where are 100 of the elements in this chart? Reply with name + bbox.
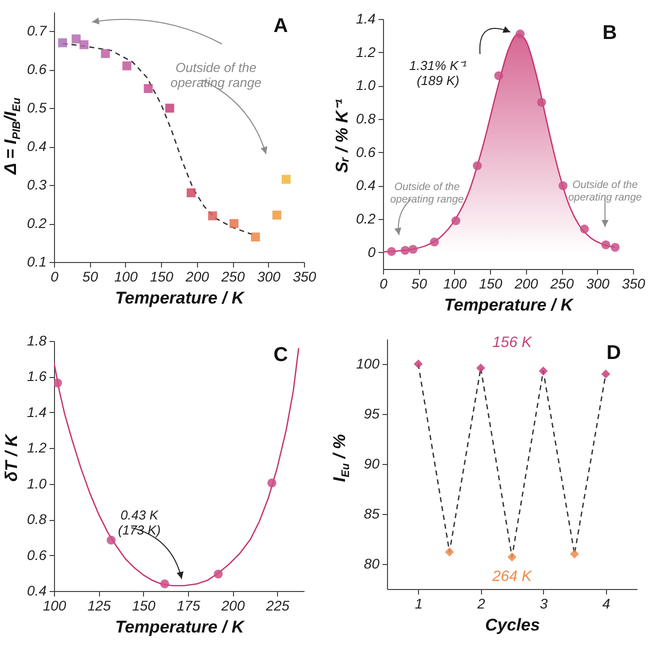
point [476, 364, 486, 372]
y-tick-label: 0.4 [27, 138, 47, 154]
y-tick-label: 80 [364, 556, 380, 572]
x-tick-label: 50 [411, 276, 428, 292]
point [430, 238, 439, 246]
x-tick-label: 200 [514, 276, 538, 292]
chart-title: D [606, 342, 621, 364]
x-tick-label: 250 [220, 268, 245, 284]
point [538, 366, 548, 376]
y-tick-label: 0 [368, 244, 376, 260]
y-tick-label: 0.8 [356, 110, 376, 126]
point [408, 244, 418, 254]
y-tick-label: 100 [356, 356, 380, 372]
x-axis-title: Temperature / K [444, 296, 575, 314]
y-tick-label: 0.8 [27, 511, 47, 528]
y-tick-label: 95 [364, 406, 380, 422]
y-tick-label: 1.0 [356, 77, 376, 94]
point [100, 49, 110, 58]
point [282, 174, 291, 184]
y-tick-label: 0.3 [27, 176, 47, 193]
point [165, 104, 174, 113]
x-tick-label: 150 [132, 598, 156, 614]
point [494, 71, 504, 80]
y-tick-label: 0.7 [27, 22, 48, 39]
x-tick-label: 175 [176, 598, 200, 614]
point [272, 210, 282, 220]
x-tick-label: 200 [184, 268, 210, 284]
x-tick-label: 150 [478, 276, 503, 292]
y-tick-label: 1.4 [356, 10, 376, 26]
y-tick-label: 0.2 [27, 215, 47, 232]
x-tick-label: 350 [622, 276, 646, 292]
chart-title: A [274, 15, 288, 37]
y-axis-title: Sᵣ / % K⁻¹ [332, 98, 352, 174]
y-tick-label: 0.5 [27, 100, 47, 116]
x-tick-label: 350 [292, 268, 316, 284]
y-tick-label: 0.4 [356, 177, 376, 194]
point [516, 30, 525, 38]
x-tick-label: 125 [87, 598, 112, 614]
point [267, 478, 276, 488]
x-tick-label: 300 [257, 268, 281, 284]
y-tick-label: 85 [364, 506, 380, 522]
x-axis-title: Temperature / K [115, 618, 246, 636]
y-tick-label: 0.4 [27, 582, 47, 598]
x-tick-label: 250 [549, 276, 574, 292]
point [106, 536, 116, 545]
annotation: Outside of the operating range [390, 181, 464, 206]
point [186, 188, 196, 198]
chart-title: B [602, 22, 617, 44]
point [537, 98, 546, 107]
point [80, 40, 88, 50]
y-tick-label: 1.6 [27, 368, 47, 384]
y-tick-label: 0.1 [27, 254, 46, 270]
x-tick-label: 100 [443, 276, 467, 292]
point [230, 219, 238, 228]
y-tick-label: 1.8 [27, 332, 47, 348]
x-tick-label: 100 [114, 268, 138, 284]
x-tick-label: 3 [540, 596, 548, 612]
x-tick-label: 50 [82, 268, 98, 284]
point [214, 570, 223, 578]
series-label: 264 K [491, 568, 533, 585]
x-tick-label: 200 [220, 598, 245, 614]
point [400, 246, 410, 255]
point [72, 34, 81, 44]
y-tick-label: 0.6 [27, 61, 47, 78]
x-tick-label: 225 [265, 598, 290, 614]
chart-title: C [274, 344, 288, 366]
x-axis-title: Temperature / K [115, 288, 246, 308]
point [601, 370, 610, 378]
annotation: Outside of the operating range [568, 179, 642, 204]
point [558, 181, 568, 190]
point [445, 548, 454, 556]
point [508, 552, 516, 562]
point [144, 84, 153, 94]
y-tick-label: 0.6 [27, 546, 47, 563]
y-tick-label: 90 [364, 456, 380, 472]
annotation: 1.31% K⁻¹ (189 K) [409, 58, 468, 88]
x-tick-label: 150 [150, 268, 174, 284]
y-tick-label: 1.4 [27, 404, 47, 420]
y-tick-label: 0.2 [356, 210, 376, 226]
y-tick-label: 1.0 [27, 475, 47, 492]
point [387, 247, 396, 256]
y-tick-label: 1.2 [27, 440, 47, 456]
point [570, 550, 579, 558]
point [472, 161, 482, 170]
x-tick-label: 2 [476, 596, 486, 612]
y-tick-label: 0.6 [356, 144, 376, 160]
x-tick-label: 300 [586, 276, 610, 292]
annotation: 0.43 K (173 K) [118, 508, 161, 538]
y-axis-title: δT / K [2, 434, 22, 482]
point [580, 224, 589, 234]
point [414, 360, 423, 368]
point [54, 378, 62, 388]
x-tick-label: 0 [50, 268, 59, 284]
x-axis-title: Cycles [485, 616, 540, 634]
point [122, 61, 132, 70]
x-tick-label: 100 [42, 598, 66, 614]
point [160, 579, 170, 588]
y-tick-label: 1.2 [356, 44, 376, 60]
point [250, 232, 260, 242]
x-tick-label: 4 [602, 596, 610, 612]
